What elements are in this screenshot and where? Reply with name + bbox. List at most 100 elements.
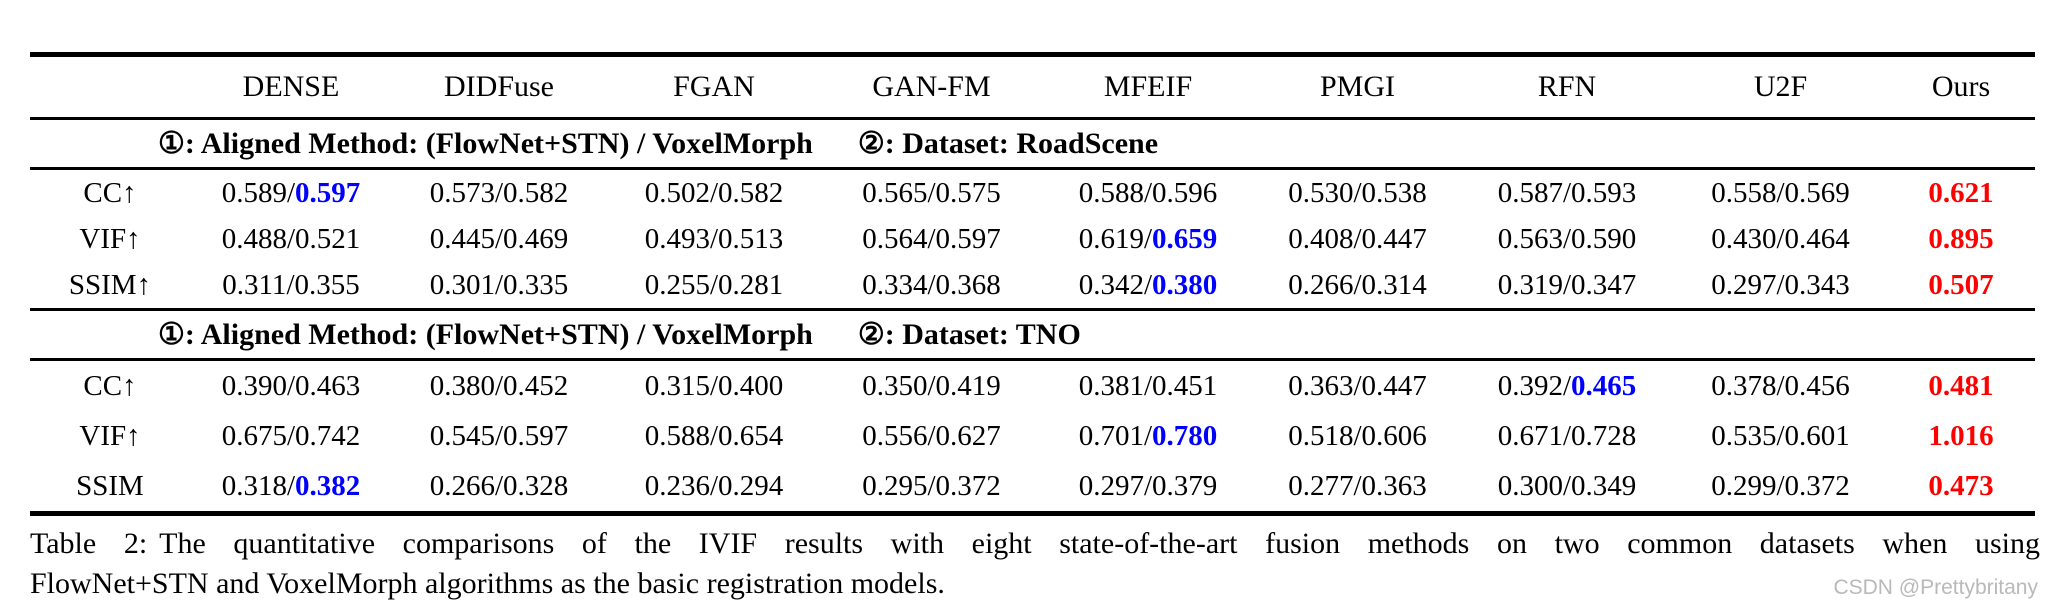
dataset-label: ②: Dataset: RoadScene (857, 127, 1159, 160)
voxelmorph-value: 0.521 (295, 222, 361, 255)
flownet-stn-value: 0.701 (1078, 419, 1144, 452)
slash-separator: / (709, 419, 719, 452)
ours-value: 0.481 (1928, 369, 1994, 402)
voxelmorph-value: 0.627 (935, 419, 1001, 452)
voxelmorph-value: 0.590 (1571, 222, 1637, 255)
caption-prefix: Table 2: (30, 527, 148, 560)
voxelmorph-value: 0.654 (718, 419, 784, 452)
value-cell: 0.535/0.601 (1674, 411, 1887, 461)
voxelmorph-value: 0.380 (1152, 268, 1218, 301)
table-row: CC↑ 0.589/0.597 0.573/0.582 0.502/0.582 0.56… (30, 169, 2035, 217)
slash-separator: / (1353, 419, 1362, 452)
slash-separator: / (1776, 176, 1785, 209)
voxelmorph-value: 0.780 (1152, 419, 1218, 452)
flownet-stn-value: 0.587 (1497, 176, 1563, 209)
value-cell: 0.588/0.596 (1041, 169, 1255, 217)
value-cell: 0.565/0.575 (822, 169, 1041, 217)
column-header-dense: DENSE (190, 52, 392, 120)
ours-value: 0.507 (1928, 268, 1994, 301)
flownet-stn-value: 0.342 (1078, 268, 1144, 301)
value-cell: 0.301/0.335 (392, 262, 606, 311)
slash-separator: / (1353, 369, 1362, 402)
ours-value-cell: 0.507 (1887, 262, 2035, 311)
voxelmorph-value: 0.582 (503, 176, 569, 209)
value-cell: 0.588/0.654 (606, 411, 822, 461)
value-cell: 0.430/0.464 (1674, 216, 1887, 262)
slash-separator: / (286, 268, 295, 301)
slash-separator: / (494, 469, 504, 502)
ours-value-cell: 1.016 (1887, 411, 2035, 461)
slash-separator: / (494, 176, 504, 209)
slash-separator: / (1143, 222, 1153, 255)
value-cell: 0.701/0.780 (1041, 411, 1255, 461)
flownet-stn-value: 0.266 (429, 469, 495, 502)
column-header-mfeif: MFEIF (1041, 52, 1255, 120)
table-row: SSIM↑ 0.311/0.355 0.301/0.335 0.255/0.281 0.… (30, 262, 2035, 311)
value-cell: 0.493/0.513 (606, 216, 822, 262)
voxelmorph-value: 0.447 (1361, 222, 1427, 255)
flownet-stn-value: 0.493 (644, 222, 710, 255)
value-cell: 0.488/0.521 (190, 216, 392, 262)
table-row: CC↑ 0.390/0.463 0.380/0.452 0.315/0.400 0.35… (30, 360, 2035, 412)
metric-label: SSIM (30, 461, 190, 516)
voxelmorph-value: 0.451 (1152, 369, 1218, 402)
flownet-stn-value: 0.589 (221, 176, 287, 209)
voxelmorph-value: 0.335 (503, 268, 569, 301)
flownet-stn-value: 0.558 (1711, 176, 1777, 209)
flownet-stn-value: 0.502 (644, 176, 710, 209)
voxelmorph-value: 0.372 (1784, 469, 1850, 502)
value-cell: 0.342/0.380 (1041, 262, 1255, 311)
voxelmorph-value: 0.372 (935, 469, 1001, 502)
flownet-stn-value: 0.311 (222, 268, 287, 301)
ours-value-cell: 0.481 (1887, 360, 2035, 412)
voxelmorph-value: 0.597 (295, 176, 361, 209)
voxelmorph-value: 0.382 (295, 469, 361, 502)
value-cell: 0.556/0.627 (822, 411, 1041, 461)
value-cell: 0.266/0.328 (392, 461, 606, 516)
voxelmorph-value: 0.328 (503, 469, 569, 502)
voxelmorph-value: 0.601 (1784, 419, 1850, 452)
value-cell: 0.380/0.452 (392, 360, 606, 412)
voxelmorph-value: 0.513 (718, 222, 784, 255)
column-header-fgan: FGAN (606, 52, 822, 120)
value-cell: 0.619/0.659 (1041, 216, 1255, 262)
slash-separator: / (1143, 268, 1153, 301)
section-header-cell: ①: Aligned Method: (FlowNet+STN) / Voxel… (30, 309, 2035, 361)
slash-separator: / (494, 419, 504, 452)
flownet-stn-value: 0.619 (1078, 222, 1144, 255)
ours-value: 0.621 (1928, 176, 1994, 209)
flownet-stn-value: 0.390 (221, 369, 287, 402)
slash-separator: / (286, 222, 296, 255)
voxelmorph-value: 0.606 (1361, 419, 1427, 452)
voxelmorph-value: 0.400 (718, 369, 784, 402)
flownet-stn-value: 0.430 (1711, 222, 1777, 255)
flownet-stn-value: 0.563 (1497, 222, 1563, 255)
voxelmorph-value: 0.368 (935, 268, 1001, 301)
aligned-method-label: ①: Aligned Method: (FlowNet+STN) / Voxel… (158, 127, 813, 160)
voxelmorph-value: 0.538 (1361, 176, 1427, 209)
column-header-rfn: RFN (1460, 52, 1674, 120)
slash-separator: / (927, 176, 936, 209)
voxelmorph-value: 0.456 (1784, 369, 1850, 402)
watermark: CSDN @Prettybritany (1833, 576, 2038, 599)
flownet-stn-value: 0.350 (862, 369, 928, 402)
value-cell: 0.334/0.368 (822, 262, 1041, 311)
column-header-didfuse: DIDFuse (392, 52, 606, 120)
flownet-stn-value: 0.488 (221, 222, 287, 255)
voxelmorph-value: 0.419 (935, 369, 1001, 402)
value-cell: 0.589/0.597 (190, 169, 392, 217)
value-cell: 0.390/0.463 (190, 360, 392, 412)
voxelmorph-value: 0.347 (1571, 268, 1637, 301)
voxelmorph-value: 0.355 (294, 268, 360, 301)
value-cell: 0.255/0.281 (606, 262, 822, 311)
slash-separator: / (286, 469, 296, 502)
flownet-stn-value: 0.363 (1288, 369, 1354, 402)
section-header-row: ①: Aligned Method: (FlowNet+STN) / Voxel… (30, 118, 2035, 170)
voxelmorph-value: 0.452 (503, 369, 569, 402)
value-cell: 0.558/0.569 (1674, 169, 1887, 217)
metric-label: VIF↑ (79, 419, 141, 452)
voxelmorph-value: 0.593 (1571, 176, 1637, 209)
flownet-stn-value: 0.518 (1288, 419, 1354, 452)
value-cell: 0.587/0.593 (1460, 169, 1674, 217)
value-cell: 0.530/0.538 (1255, 169, 1460, 217)
